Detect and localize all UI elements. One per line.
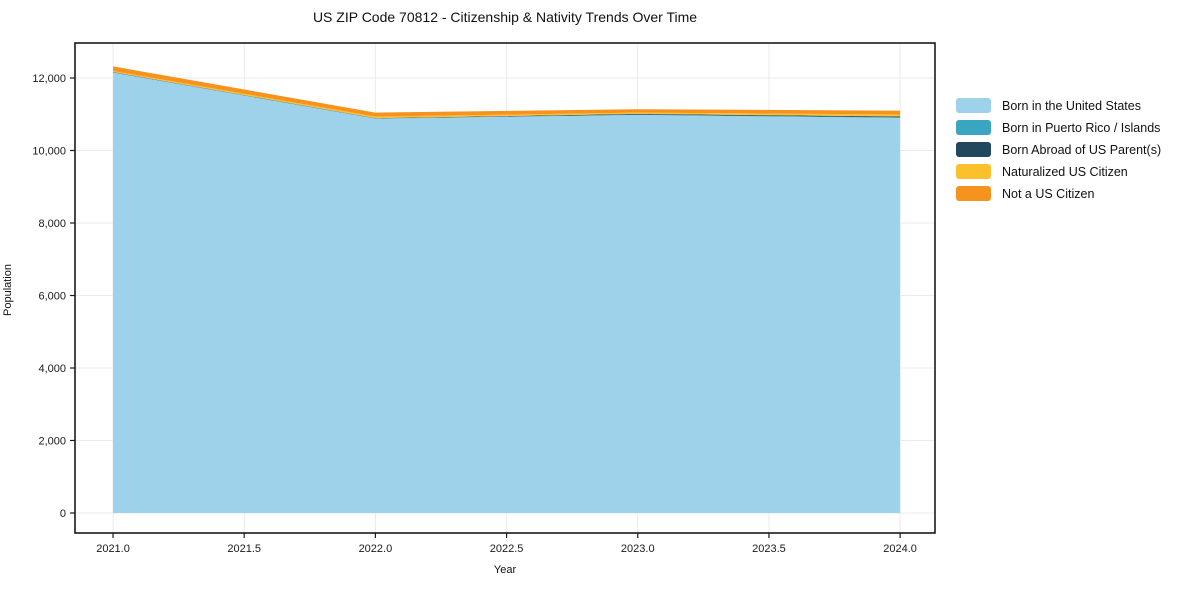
stacked-areas: [113, 66, 901, 513]
y-tick-label: 10,000: [32, 146, 66, 158]
y-tick-label: 2,000: [38, 435, 66, 447]
legend-swatch-born-abroad-of-us-parent-s: [956, 142, 991, 157]
legend-label: Not a US Citizen: [1002, 186, 1095, 201]
x-tick-label: 2023.5: [752, 543, 786, 555]
legend-swatch-naturalized-us-citizen: [956, 164, 991, 179]
legend: Born in the United States Born in Puerto …: [956, 98, 1161, 201]
legend-swatch-not-a-us-citizen: [956, 186, 991, 201]
legend-label: Naturalized US Citizen: [1002, 164, 1128, 179]
area-born-abroad-of-us-parent-s: [113, 72, 901, 119]
x-tick-label: 2021.0: [96, 543, 130, 555]
chart-title: US ZIP Code 70812 - Citizenship & Nativi…: [312, 9, 698, 25]
legend-swatch-born-in-the-united-states: [956, 98, 991, 113]
y-tick-label: 6,000: [38, 291, 66, 303]
x-tick-label: 2024.0: [883, 543, 917, 555]
y-tick-label: 12,000: [32, 73, 66, 85]
y-tick-label: 0: [60, 508, 66, 520]
x-tick-label: 2022.0: [359, 543, 393, 555]
plot-frame: [74, 42, 936, 534]
x-tick-label: 2022.5: [490, 543, 524, 555]
y-tick-label: 8,000: [38, 218, 66, 230]
y-axis-label: Population: [2, 264, 14, 316]
legend-swatch-born-in-puerto-rico-islands: [956, 120, 991, 135]
legend-label: Born Abroad of US Parent(s): [1002, 142, 1162, 157]
legend-label: Born in Puerto Rico / Islands: [1002, 120, 1161, 135]
legend-item-born-in-the-united-states: Born in the United States: [956, 98, 1161, 113]
axis-ticks: 2021.0 2021.5 2022.0 2022.5 2023.0 2023.5 2024…: [32, 73, 917, 555]
legend-item-born-in-puerto-rico-islands: Born in Puerto Rico / Islands: [956, 120, 1161, 135]
x-tick-label: 2021.5: [227, 543, 261, 555]
legend-label: Born in the United States: [1002, 98, 1141, 113]
x-axis-label: Year: [493, 564, 517, 576]
x-tick-label: 2023.0: [621, 543, 655, 555]
legend-item-naturalized-us-citizen: Naturalized US Citizen: [956, 164, 1161, 179]
area-not-a-us-citizen: [113, 66, 901, 117]
y-tick-label: 4,000: [38, 363, 66, 375]
legend-item-born-abroad-of-us-parent-s: Born Abroad of US Parent(s): [956, 142, 1161, 157]
area-born-in-puerto-rico-islands: [113, 72, 901, 119]
legend-item-not-a-us-citizen: Not a US Citizen: [956, 186, 1161, 201]
area-born-in-the-united-states: [113, 72, 901, 513]
area-naturalized-us-citizen: [113, 70, 901, 119]
